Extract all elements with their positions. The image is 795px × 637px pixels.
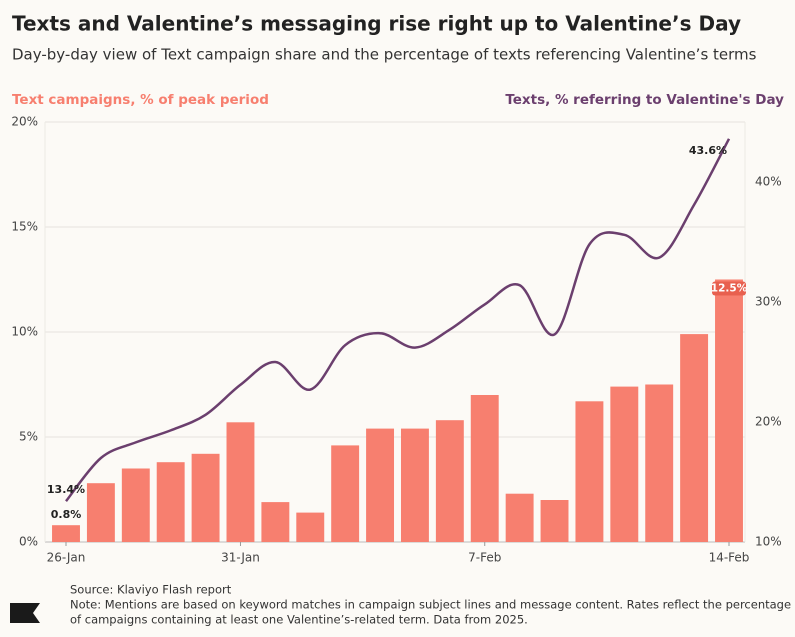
y2-tick-label: 30% — [755, 295, 782, 309]
plot-area: 0% 5% 10% 15% 20% 10% 20% 30% 40% 26-Jan 31-Jan 7-F… — [11, 115, 781, 565]
bar — [156, 462, 185, 542]
bar — [191, 453, 220, 542]
y2-tick-label: 40% — [755, 175, 782, 189]
bar — [435, 420, 464, 542]
bar — [540, 500, 569, 542]
note: Note: Mentions are based on keyword matc… — [70, 598, 791, 612]
bar — [226, 422, 255, 542]
bar — [121, 468, 150, 542]
value-label: 12.5% — [711, 283, 748, 295]
x-tick-label: 31-Jan — [221, 551, 260, 565]
x-tick-label: 7-Feb — [468, 551, 501, 565]
bar — [400, 428, 429, 542]
y2-tick-label: 20% — [755, 415, 782, 429]
bar — [86, 483, 115, 542]
bar — [645, 384, 674, 542]
value-label: 43.6% — [689, 144, 727, 157]
chart-subtitle: Day-by-day view of Text campaign share a… — [12, 46, 757, 64]
y-tick-label: 0% — [19, 535, 38, 549]
y-tick-label: 20% — [11, 115, 38, 129]
logo — [10, 603, 40, 623]
bar — [261, 502, 290, 542]
bar — [296, 512, 325, 542]
bar — [680, 334, 709, 542]
y-tick-label: 15% — [11, 220, 38, 234]
value-label-bg — [712, 281, 746, 296]
line — [65, 138, 731, 502]
source: Source: Klaviyo Flash report — [70, 583, 232, 597]
bar — [366, 428, 395, 542]
y-tick-label: 10% — [11, 325, 38, 339]
bar — [470, 395, 499, 542]
bar — [715, 279, 743, 542]
note: of campaigns containing at least one Val… — [70, 613, 528, 627]
value-label: 0.8% — [51, 508, 82, 521]
bar — [505, 493, 534, 542]
value-label: 13.4% — [47, 483, 85, 496]
right-axis-title: Texts, % referring to Valentine's Day — [505, 92, 784, 108]
bar — [575, 401, 604, 542]
chart-title: Texts and Valentine’s messaging rise rig… — [12, 12, 741, 36]
x-tick-label: 14-Feb — [709, 551, 750, 565]
bar — [610, 386, 639, 542]
x-tick-label: 26-Jan — [47, 551, 86, 565]
y2-tick-label: 10% — [755, 535, 782, 549]
bar — [52, 525, 80, 542]
left-axis-title: Text campaigns, % of peak period — [12, 92, 269, 108]
bar — [331, 445, 360, 542]
y-tick-label: 5% — [19, 430, 38, 444]
